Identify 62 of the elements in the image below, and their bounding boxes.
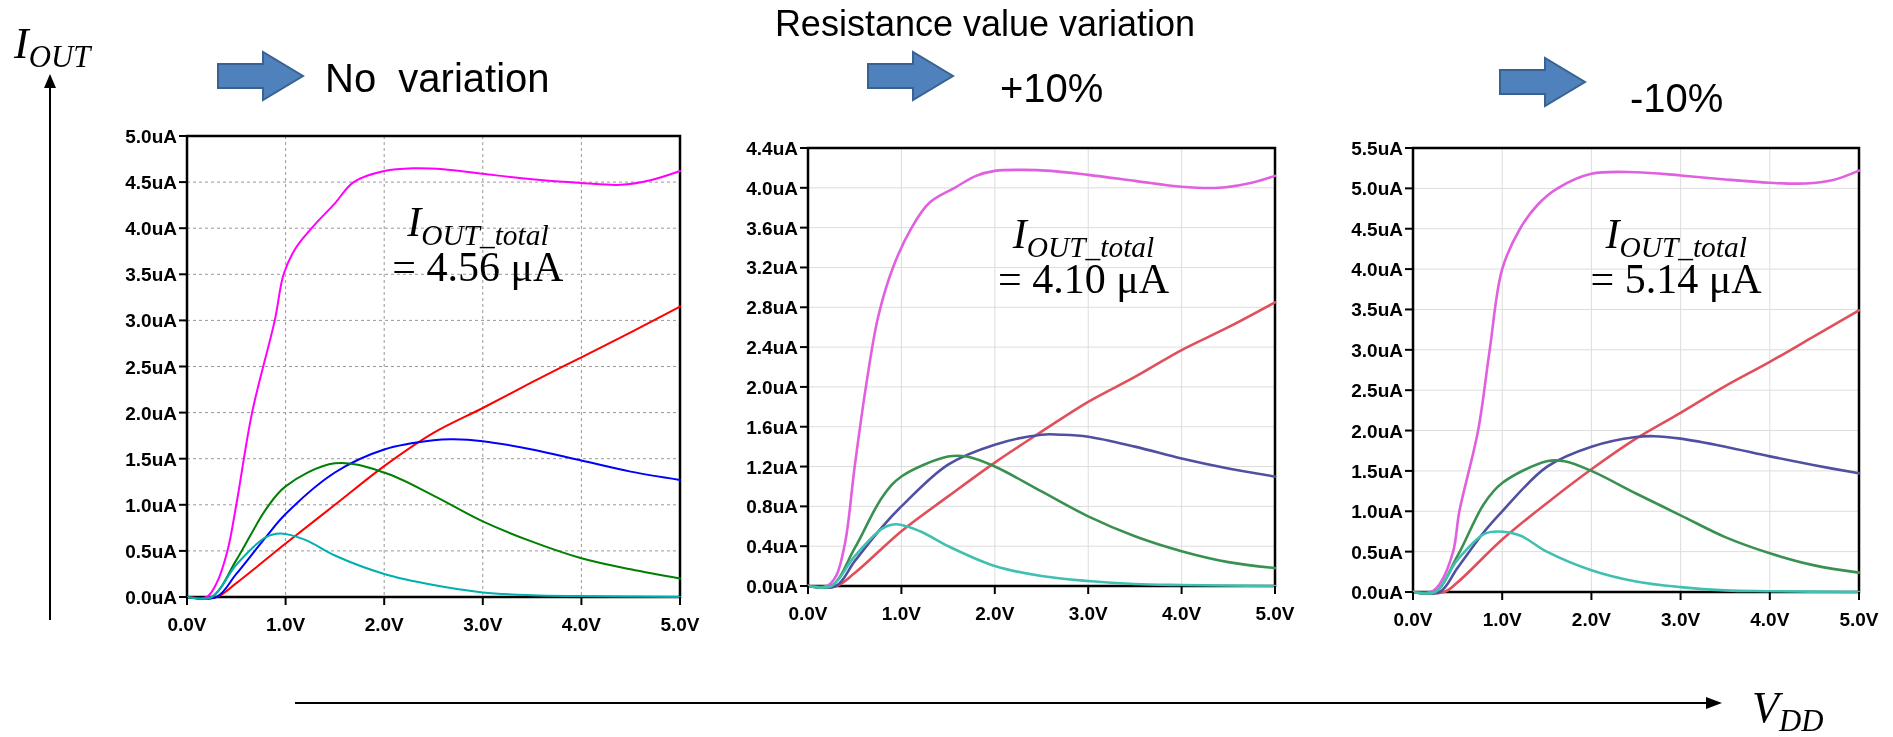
y-tick-label: 1.2uA (746, 456, 799, 478)
y-tick-label: 2.4uA (746, 337, 799, 359)
x-axis-title: V$_{DD}$ (1752, 683, 1824, 737)
x-tick-label: 1.0V (881, 603, 922, 624)
y-tick-label: 0.8uA (746, 496, 799, 518)
y-tick-label: 3.5uA (1351, 299, 1404, 321)
x-tick-label: 4.0V (1750, 609, 1790, 630)
y-tick-label: 3.5uA (125, 264, 178, 286)
y-tick-label: 1.5uA (1351, 460, 1404, 482)
y-axis-title: I$_{OUT}$ (13, 19, 93, 75)
x-tick-label: 2.0V (364, 614, 405, 635)
x-tick-label: 4.0V (1162, 603, 1202, 624)
x-tick-label: 2.0V (975, 603, 1015, 624)
x-tick-label: 3.0V (1068, 603, 1109, 624)
y-tick-label: 0.4uA (746, 536, 799, 558)
y-tick-label: 5.0uA (125, 126, 178, 147)
y-tick-label: 4.0uA (746, 177, 799, 199)
y-tick-label: 0.0uA (746, 576, 799, 597)
x-tick-label: 0.0V (788, 603, 828, 624)
y-tick-label: 2.0uA (125, 402, 178, 424)
x-tick-label: 1.0V (266, 614, 306, 635)
y-tick-label: 1.0uA (1351, 501, 1404, 523)
x-tick-label: 4.0V (561, 614, 602, 635)
y-tick-label: 0.0uA (1351, 582, 1404, 603)
y-tick-label: 3.0uA (1351, 339, 1404, 361)
x-tick-label: 5.0V (660, 614, 700, 635)
chart-subtitle: -10% (1630, 76, 1724, 120)
y-tick-label: 4.4uA (746, 138, 799, 159)
y-tick-label: 1.0uA (125, 494, 178, 516)
x-tick-label: 1.0V (1482, 609, 1523, 630)
x-tick-label: 0.0V (1393, 609, 1433, 630)
y-tick-label: 0.5uA (1351, 541, 1404, 563)
y-tick-label: 2.0uA (1351, 420, 1404, 442)
chart-subtitle: +10% (1000, 66, 1104, 110)
y-tick-label: 4.0uA (1351, 259, 1404, 281)
line-series (806, 522, 1277, 589)
y-tick-label: 0.0uA (125, 587, 178, 608)
y-tick-label: 5.5uA (1351, 138, 1404, 159)
y-tick-label: 3.6uA (746, 217, 799, 239)
line-series (186, 532, 681, 600)
x-tick-label: 5.0V (1839, 609, 1879, 630)
x-tick-label: 0.0V (167, 614, 207, 635)
y-tick-label: 4.0uA (125, 218, 178, 240)
y-tick-label: 3.2uA (746, 257, 799, 279)
x-tick-label: 3.0V (1661, 609, 1701, 630)
x-tick-label: 2.0V (1571, 609, 1612, 630)
y-tick-label: 4.5uA (125, 172, 178, 194)
chart-title: Resistance value variation (774, 3, 1196, 44)
y-tick-label: 0.5uA (125, 540, 178, 562)
y-tick-label: 1.5uA (125, 448, 178, 470)
y-tick-label: 2.8uA (746, 297, 799, 319)
x-tick-label: 5.0V (1255, 603, 1295, 624)
chart-subtitle: No variation (325, 56, 550, 100)
y-tick-label: 4.5uA (1351, 218, 1404, 240)
y-tick-label: 5.0uA (1351, 178, 1404, 200)
y-tick-label: 3.0uA (125, 310, 178, 332)
y-tick-label: 2.5uA (1351, 380, 1404, 402)
y-tick-label: 1.6uA (746, 416, 799, 438)
y-tick-label: 2.5uA (125, 356, 178, 378)
line-series (1411, 530, 1861, 595)
y-tick-label: 2.0uA (746, 376, 799, 398)
x-tick-label: 3.0V (463, 614, 503, 635)
